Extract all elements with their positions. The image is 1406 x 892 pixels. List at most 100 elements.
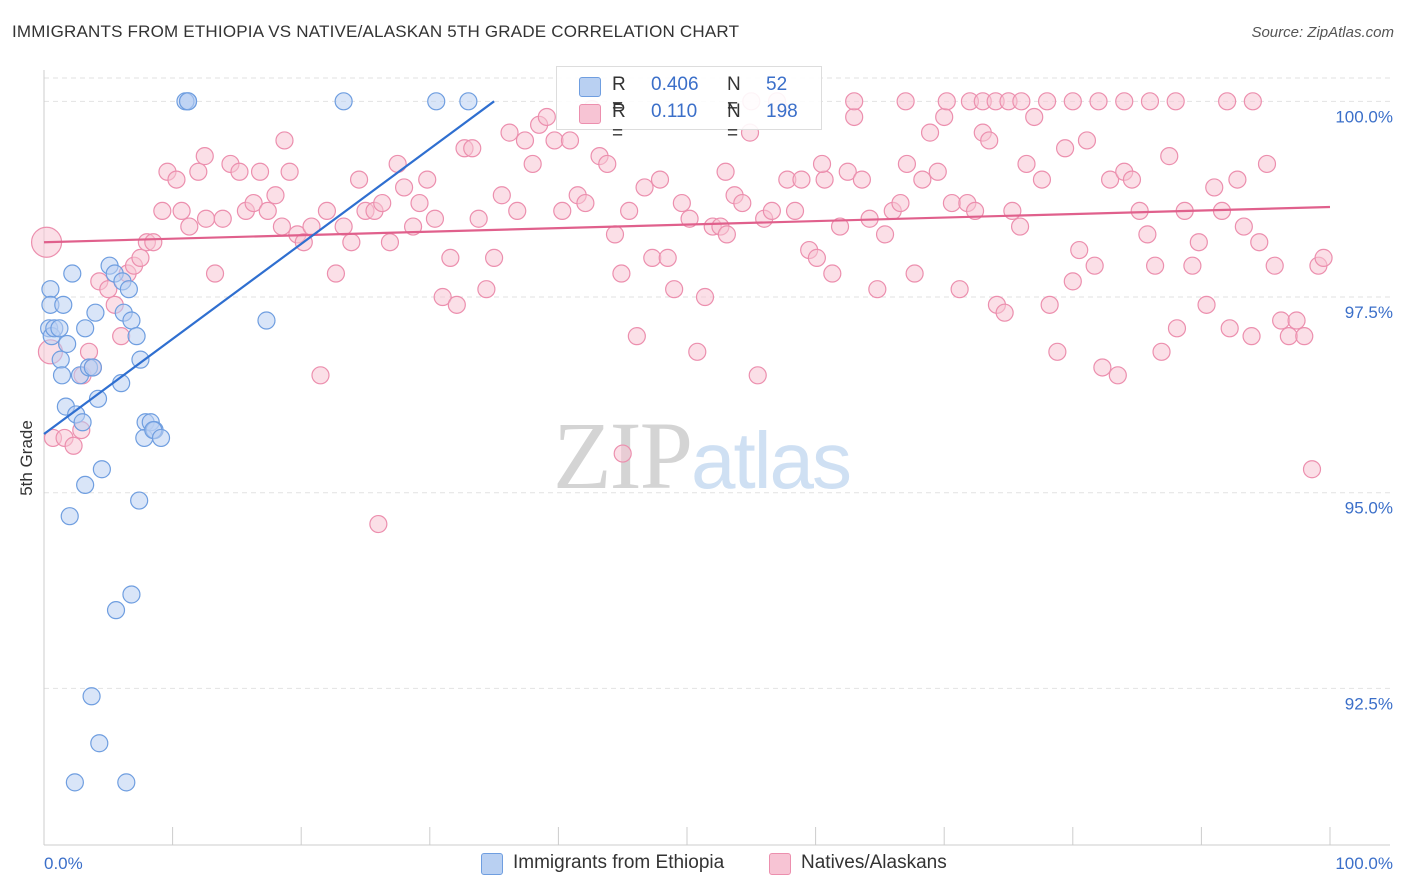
ethiopia-point <box>50 319 69 338</box>
natives-point <box>650 170 670 189</box>
natives-point <box>1243 92 1262 111</box>
natives-point <box>1272 311 1291 330</box>
ethiopia-point <box>76 475 95 494</box>
natives-point <box>815 170 834 189</box>
natives-point <box>1228 170 1247 189</box>
natives-point <box>665 280 684 299</box>
legend-swatch-pink <box>579 104 601 124</box>
ethiopia-point <box>122 311 141 330</box>
ethiopia-point <box>58 334 77 354</box>
natives-point <box>1063 92 1082 111</box>
natives-trend-line <box>43 205 1331 244</box>
natives-point <box>950 280 969 299</box>
watermark-atlas: atlas <box>691 416 852 505</box>
natives-point <box>418 170 437 189</box>
natives-point <box>1250 233 1269 252</box>
natives-point <box>433 287 452 307</box>
natives-point <box>272 217 292 236</box>
natives-point <box>394 178 414 197</box>
natives-point <box>733 193 752 213</box>
natives-point <box>1205 178 1224 197</box>
natives-point <box>250 162 270 181</box>
ethiopia-point <box>65 773 84 792</box>
natives-point <box>875 225 895 244</box>
natives-point <box>680 209 699 228</box>
natives-point <box>500 123 519 142</box>
natives-point <box>605 225 625 244</box>
natives-point <box>1025 107 1044 127</box>
ethiopia-point <box>106 601 126 620</box>
natives-point <box>695 287 715 307</box>
natives-point <box>1108 366 1127 385</box>
natives-point <box>672 193 691 213</box>
natives-point <box>1048 342 1067 361</box>
natives-point <box>195 147 214 166</box>
natives-point <box>1122 170 1142 189</box>
natives-point <box>180 217 199 236</box>
natives-point <box>807 248 826 267</box>
natives-point <box>1085 256 1104 275</box>
natives-point <box>785 201 805 221</box>
natives-point <box>441 248 460 267</box>
natives-point <box>79 342 99 361</box>
ethiopia-point <box>86 303 105 322</box>
natives-point <box>469 209 488 228</box>
natives-point <box>716 162 735 181</box>
natives-point <box>717 225 736 244</box>
natives-point <box>1302 460 1322 479</box>
natives-point <box>613 444 632 463</box>
natives-point <box>1037 92 1057 111</box>
natives-point <box>1265 256 1284 275</box>
natives-point <box>1160 147 1179 166</box>
natives-point <box>205 264 225 283</box>
natives-point <box>403 217 423 236</box>
natives-point <box>477 280 496 299</box>
legend-label-ethiopia: Immigrants from Ethiopia <box>513 852 725 873</box>
natives-point <box>1093 358 1112 377</box>
natives-point <box>1138 225 1157 244</box>
natives-point <box>643 248 662 267</box>
natives-point <box>144 233 163 252</box>
natives-point <box>762 201 781 221</box>
natives-point <box>172 201 191 221</box>
ethiopia-point <box>51 350 70 369</box>
natives-point <box>373 193 392 213</box>
natives-point <box>153 201 172 221</box>
ethiopia-point <box>334 92 353 111</box>
natives-point <box>1183 256 1202 275</box>
natives-point <box>937 92 956 111</box>
natives-point <box>1295 327 1314 346</box>
natives-point <box>928 162 947 181</box>
natives-point <box>523 154 542 174</box>
natives-point <box>388 154 407 174</box>
natives-point <box>830 217 850 236</box>
natives-point <box>349 170 369 189</box>
natives-point <box>508 201 527 221</box>
natives-point <box>1234 217 1253 236</box>
natives-point <box>1100 170 1120 189</box>
natives-point <box>545 131 564 150</box>
natives-point <box>748 366 767 385</box>
natives-point <box>845 107 864 127</box>
natives-point <box>230 162 249 181</box>
natives-point <box>980 131 999 150</box>
natives-point <box>515 131 535 150</box>
natives-point <box>1166 92 1185 111</box>
natives-point <box>1146 256 1165 275</box>
ethiopia-point <box>52 366 72 385</box>
legend-label-natives: Natives/Alaskans <box>801 852 947 873</box>
natives-point <box>852 170 871 189</box>
natives-point <box>942 193 962 213</box>
natives-point <box>99 280 118 299</box>
y-tick-label: 100.0% <box>1335 107 1393 126</box>
natives-point <box>576 193 595 213</box>
legend-r-label: R = <box>612 101 626 144</box>
natives-point <box>280 162 299 181</box>
ethiopia-point <box>83 358 102 377</box>
legend-r-label: R = <box>612 74 626 117</box>
natives-point <box>553 201 572 221</box>
natives-point <box>275 131 294 150</box>
natives-point <box>447 295 466 314</box>
natives-point <box>635 178 654 197</box>
natives-point <box>1012 92 1031 111</box>
